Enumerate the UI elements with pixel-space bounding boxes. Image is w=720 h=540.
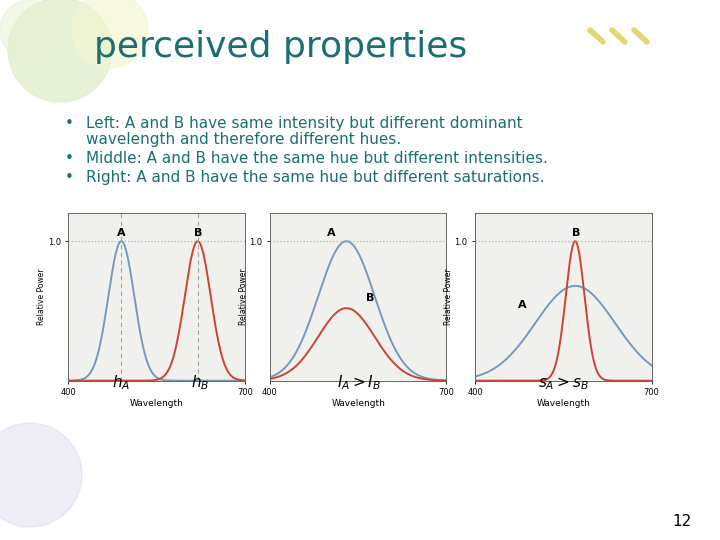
Y-axis label: Relative Power: Relative Power bbox=[37, 269, 46, 325]
Text: $s_A > s_B$: $s_A > s_B$ bbox=[539, 376, 589, 393]
Text: $h_A$: $h_A$ bbox=[112, 374, 130, 393]
Text: A: A bbox=[328, 228, 336, 238]
Text: perceived properties: perceived properties bbox=[94, 30, 467, 64]
Text: $I_A > I_B$: $I_A > I_B$ bbox=[336, 374, 381, 393]
Text: 12: 12 bbox=[672, 515, 691, 530]
Y-axis label: Relative Power: Relative Power bbox=[444, 269, 453, 325]
X-axis label: Wavelength: Wavelength bbox=[331, 399, 385, 408]
X-axis label: Wavelength: Wavelength bbox=[536, 399, 590, 408]
Circle shape bbox=[0, 0, 60, 60]
Circle shape bbox=[0, 423, 82, 527]
Text: A: A bbox=[518, 300, 526, 310]
Y-axis label: Relative Power: Relative Power bbox=[239, 269, 248, 325]
Text: B: B bbox=[366, 293, 374, 303]
Text: •: • bbox=[65, 116, 73, 131]
Circle shape bbox=[8, 0, 112, 102]
Text: A: A bbox=[117, 228, 125, 238]
Text: wavelength and therefore different hues.: wavelength and therefore different hues. bbox=[86, 132, 402, 147]
Text: Middle: A and B have the same hue but different intensities.: Middle: A and B have the same hue but di… bbox=[86, 151, 548, 166]
Text: $h_B$: $h_B$ bbox=[191, 374, 210, 393]
Text: B: B bbox=[572, 228, 580, 238]
Text: •: • bbox=[65, 170, 73, 185]
Text: Right: A and B have the same hue but different saturations.: Right: A and B have the same hue but dif… bbox=[86, 170, 545, 185]
X-axis label: Wavelength: Wavelength bbox=[130, 399, 184, 408]
Circle shape bbox=[72, 0, 148, 68]
Text: •: • bbox=[65, 151, 73, 166]
Text: B: B bbox=[194, 228, 202, 238]
Text: Left: A and B have same intensity but different dominant: Left: A and B have same intensity but di… bbox=[86, 116, 523, 131]
